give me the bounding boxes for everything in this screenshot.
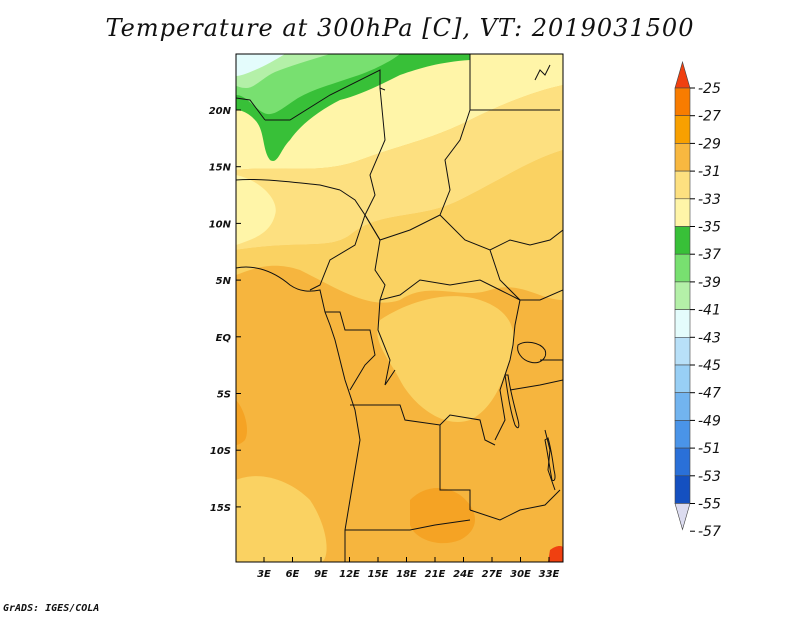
lon-label: 12E <box>339 569 360 580</box>
field-deep-orange <box>410 488 475 544</box>
lat-label: 15N <box>209 163 232 174</box>
border-gabon-congo <box>325 311 376 391</box>
colorbar-segment <box>674 253 691 283</box>
colorbar-segment <box>674 87 691 117</box>
country-borders <box>236 54 563 562</box>
lat-label: EQ <box>216 333 232 344</box>
field-cyan <box>236 54 285 76</box>
colorbar-segment <box>674 309 691 338</box>
lon-label: 6E <box>286 569 300 580</box>
longitude-axis: 3E 6E 9E 12E 15E 18E 21E 24E 27E 30E 33E <box>257 557 560 580</box>
border-sudan-southsudan <box>439 214 563 251</box>
colorbar-label: -45 <box>698 358 721 374</box>
colorbar-segment <box>674 115 691 144</box>
field-light-orange <box>377 296 514 422</box>
field-light-orange <box>236 150 563 303</box>
field-light-orange <box>236 476 327 562</box>
lat-label: 20N <box>209 106 232 117</box>
colorbar-label: -31 <box>698 164 721 180</box>
border-zambia-south <box>469 489 561 521</box>
colorbar-label: -57 <box>698 524 721 540</box>
colorbar-segment <box>674 364 691 394</box>
lat-label: 5N <box>216 276 232 287</box>
colorbar-label: -33 <box>698 192 721 208</box>
colorbar-label: -37 <box>698 247 721 263</box>
colorbar-segment <box>674 420 691 449</box>
lon-label: 27E <box>482 569 503 580</box>
coastline <box>236 266 361 562</box>
lake-victoria <box>517 341 547 364</box>
colorbar-label: -53 <box>698 469 721 485</box>
lake-tanganyika <box>504 374 520 429</box>
colorbar-label: -41 <box>698 303 721 319</box>
lake-malawi <box>544 437 556 481</box>
colorbar-label: -39 <box>698 275 721 291</box>
colorbar-label: -25 <box>698 81 721 97</box>
colorbar-segment <box>674 170 691 200</box>
colorbar-label: -51 <box>698 441 721 457</box>
colorbar-segment <box>674 447 691 477</box>
lon-label: 33E <box>539 569 560 580</box>
border-niger-nigeria <box>236 178 341 191</box>
border-chad-sudan <box>364 87 471 241</box>
colorbar-segment <box>674 392 691 421</box>
border-libya-chad <box>265 69 386 121</box>
colorbar-segment <box>674 198 691 227</box>
footer-credit: GrADS: IGES/COLA <box>3 603 100 614</box>
border-cameroon-car <box>364 214 386 301</box>
border-tanzania <box>509 359 563 391</box>
field-deep-orange <box>236 400 247 445</box>
border-nigeria-cameroon <box>309 189 366 291</box>
field-pale-yellow <box>236 85 563 250</box>
lon-label: 9E <box>314 569 328 580</box>
colorbar-segment <box>674 226 691 255</box>
border-drc-angola <box>350 404 496 446</box>
colorbar-label: -27 <box>698 109 721 125</box>
map-frame <box>235 53 564 563</box>
latitude-axis: 20N 15N 10N 5N EQ 5S 10S 15S <box>209 106 241 514</box>
border-angola-zambia <box>439 425 471 510</box>
colorbar-label: -35 <box>698 220 721 236</box>
colorbar-segment <box>674 143 691 172</box>
chart-title: Temperature at 300hPa [C], VT: 201903150… <box>105 14 695 42</box>
colorbar-top-arrow <box>674 60 691 89</box>
temperature-field <box>236 54 563 562</box>
border-drc-uganda <box>494 299 521 441</box>
lat-label: 10N <box>209 219 232 230</box>
colorbar-segment <box>674 281 691 310</box>
border-algeria-niger <box>236 97 266 121</box>
lon-label: 30E <box>510 569 531 580</box>
nile-line <box>534 64 551 81</box>
lon-label: 3E <box>257 569 271 580</box>
lat-label: 15S <box>210 503 231 514</box>
field-lightest-yellow <box>236 175 276 245</box>
lon-label: 24E <box>453 569 474 580</box>
lat-label: 5S <box>217 390 231 401</box>
colorbar-label: -29 <box>698 136 721 152</box>
border-car-south <box>379 279 521 301</box>
colorbar-bottom-arrow <box>674 503 691 531</box>
field-red-orange <box>548 545 563 562</box>
lat-label: 10S <box>210 446 231 457</box>
colorbar-label: -47 <box>698 386 721 402</box>
border-congo-drc <box>377 299 396 386</box>
colorbar: -25 -27 -29 -31 -33 -35 -37 -39 -41 -43 -45 -47 -49 -… <box>674 60 721 540</box>
colorbar-segment <box>674 336 691 366</box>
border-namibia <box>345 519 471 531</box>
colorbar-label: -43 <box>698 330 721 346</box>
lon-label: 15E <box>368 569 389 580</box>
colorbar-label: -55 <box>698 497 721 513</box>
colorbar-segment <box>674 475 691 504</box>
colorbar-label: -49 <box>698 413 721 429</box>
lon-label: 18E <box>396 569 417 580</box>
lon-label: 21E <box>425 569 446 580</box>
